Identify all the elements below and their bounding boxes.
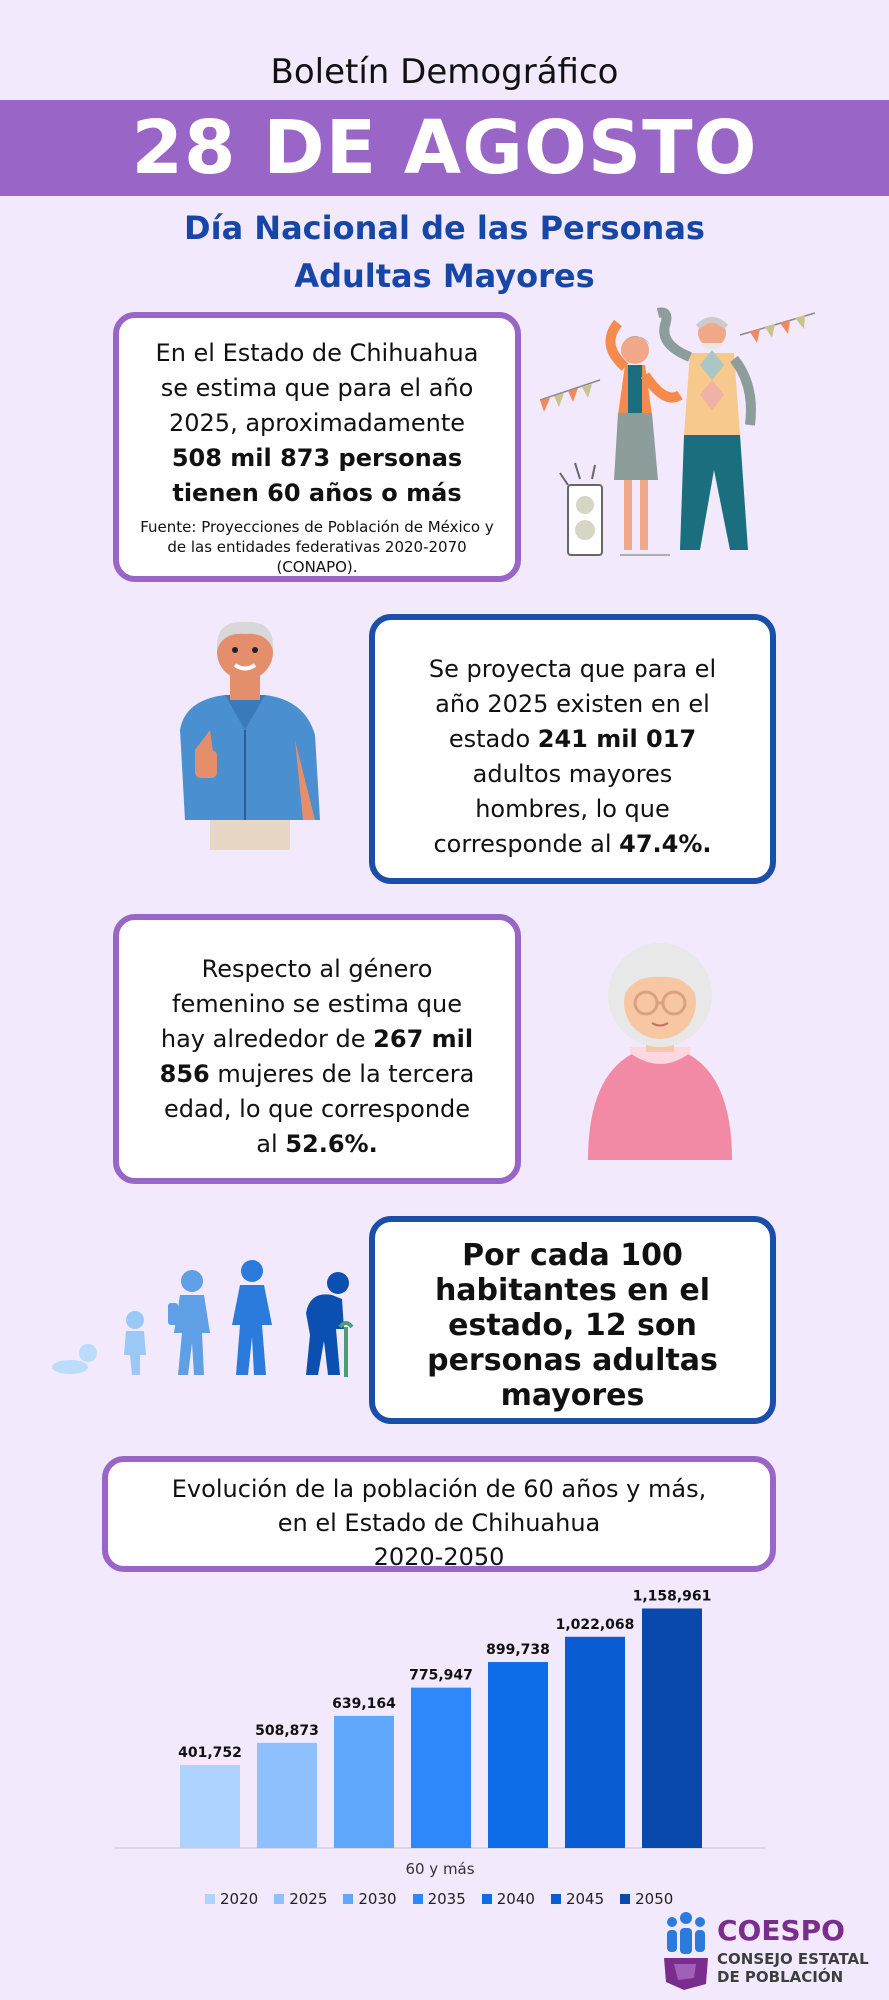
date-text: 28 DE AGOSTO bbox=[131, 105, 758, 191]
card-text-segment: estado bbox=[448, 725, 538, 753]
bar-value-label: 639,164 bbox=[332, 1696, 396, 1712]
bar-value-label: 1,158,961 bbox=[633, 1588, 712, 1604]
info-card-total: En el Estado de Chihuahua se estima que … bbox=[113, 312, 521, 582]
legend-item-2020: 2020 bbox=[205, 1890, 258, 1908]
old-woman-illustration bbox=[588, 943, 732, 1160]
card-text-line: al 52.6%. bbox=[119, 1127, 515, 1162]
chart-title-line-2: en el Estado de Chihuahua bbox=[277, 1509, 601, 1537]
card-text-segment: corresponde al bbox=[433, 830, 620, 858]
subtitle-line-2: Adultas Mayores bbox=[294, 257, 595, 295]
date-banner: 28 DE AGOSTO bbox=[0, 100, 889, 196]
card-text-line: 2025, aproximadamente bbox=[169, 409, 465, 437]
card-text-line: año 2025 existen en el bbox=[435, 690, 710, 718]
legend-swatch bbox=[481, 1894, 492, 1904]
x-axis-label: 60 y más bbox=[405, 1860, 474, 1878]
bar-value-label: 775,947 bbox=[409, 1668, 473, 1684]
bulletin-title: Boletín Demográfico bbox=[270, 52, 619, 92]
info-card-men: Se proyecta que para el año 2025 existen… bbox=[369, 614, 776, 884]
card-text-line: 856 mujeres de la tercera bbox=[119, 1057, 515, 1092]
legend-swatch bbox=[274, 1894, 285, 1904]
card-text-segment: hay alrededor de bbox=[160, 1025, 374, 1053]
bar-2045 bbox=[565, 1636, 625, 1848]
bar-value-label: 1,022,068 bbox=[556, 1617, 635, 1633]
logo-subtitle: CONSEJO ESTATAL DE POBLACIÓN bbox=[717, 1950, 869, 1986]
legend-item-2035: 2035 bbox=[412, 1890, 466, 1908]
legend-label: 2030 bbox=[358, 1890, 397, 1908]
coespo-emblem-icon bbox=[664, 1912, 708, 1990]
chart-legend: 2020 2025 2030 2035 2040 2045 2050 bbox=[205, 1890, 673, 1908]
bar-2025 bbox=[257, 1742, 317, 1848]
card-text-line: femenino se estima que bbox=[172, 990, 462, 1018]
subtitle-line-1: Día Nacional de las Personas bbox=[184, 209, 705, 247]
info-card-ratio: Por cada 100 habitantes en el estado, 12… bbox=[369, 1216, 776, 1424]
legend-swatch bbox=[550, 1894, 561, 1904]
card-text-segment: al bbox=[256, 1130, 286, 1158]
card-text-segment: mujeres de la tercera bbox=[209, 1060, 475, 1088]
card-text-line: hay alrededor de 267 mil bbox=[119, 1022, 515, 1057]
coespo-logo: COESPO CONSEJO ESTATAL DE POBLACIÓN bbox=[660, 1908, 880, 1992]
legend-item-2040: 2040 bbox=[481, 1890, 535, 1908]
legend-label: 2020 bbox=[220, 1890, 259, 1908]
chart-title-line-1: Evolución de la población de 60 años y m… bbox=[171, 1475, 707, 1503]
card-text-line: corresponde al 47.4%. bbox=[375, 827, 770, 862]
legend-label: 2040 bbox=[496, 1890, 535, 1908]
card-text-line: adultos mayores bbox=[472, 760, 673, 788]
bar-2030 bbox=[334, 1715, 394, 1848]
legend-item-2025: 2025 bbox=[274, 1890, 327, 1908]
legend-label: 2045 bbox=[565, 1890, 605, 1908]
men-percent: 47.4%. bbox=[619, 830, 712, 858]
card-text-line: hombres, lo que bbox=[475, 795, 670, 823]
men-count: 241 mil 017 bbox=[537, 725, 697, 753]
legend-swatch bbox=[620, 1894, 631, 1904]
legend-label: 2050 bbox=[635, 1890, 674, 1908]
bar-2050 bbox=[642, 1608, 702, 1848]
legend-label: 2035 bbox=[427, 1890, 466, 1908]
women-percent: 52.6%. bbox=[285, 1130, 378, 1158]
bar-2035 bbox=[411, 1687, 471, 1848]
chart-title-card: Evolución de la población de 60 años y m… bbox=[102, 1456, 776, 1572]
ratio-text: Por cada 100 habitantes en el estado, 12… bbox=[427, 1238, 718, 1413]
legend-swatch bbox=[205, 1894, 215, 1904]
legend-swatch bbox=[343, 1894, 354, 1904]
bar-value-label: 508,873 bbox=[255, 1723, 319, 1739]
chart-title-line-3: 2020-2050 bbox=[373, 1543, 505, 1571]
source-note: Fuente: Proyecciones de Población de Méx… bbox=[140, 518, 494, 576]
bar-value-label: 899,738 bbox=[486, 1642, 550, 1658]
card-text-line: se estima que para el año bbox=[160, 374, 474, 402]
legend-swatch bbox=[412, 1894, 423, 1904]
page-subtitle: Día Nacional de las Personas Adultas May… bbox=[0, 204, 889, 300]
life-stages-illustration bbox=[52, 1260, 354, 1377]
legend-label: 2025 bbox=[289, 1890, 328, 1908]
legend-item-2050: 2050 bbox=[620, 1890, 673, 1908]
logo-subtitle-line-2: DE POBLACIÓN bbox=[717, 1968, 844, 1986]
population-bar-chart: 401,752 508,873 639,164 775,947 899,738 1,022… bbox=[115, 1588, 765, 1878]
card-bold-line: tienen 60 años o más bbox=[172, 479, 462, 507]
card-bold-line: 508 mil 873 personas bbox=[171, 444, 463, 472]
card-text-line: En el Estado de Chihuahua bbox=[155, 339, 479, 367]
old-man-illustration bbox=[180, 621, 320, 850]
logo-name: COESPO bbox=[717, 1914, 845, 1947]
legend-item-2045: 2045 bbox=[550, 1890, 605, 1908]
logo-subtitle-line-1: CONSEJO ESTATAL bbox=[717, 1950, 869, 1968]
card-text-line: Se proyecta que para el bbox=[428, 655, 717, 683]
card-text-line: Respecto al género bbox=[201, 955, 433, 983]
women-count-part1: 267 mil bbox=[373, 1025, 474, 1053]
women-count-part2: 856 bbox=[159, 1060, 210, 1088]
card-text-line: edad, lo que corresponde bbox=[163, 1095, 471, 1123]
bar-2040 bbox=[488, 1662, 548, 1848]
card-text-line: estado 241 mil 017 bbox=[375, 722, 770, 757]
legend-item-2030: 2030 bbox=[343, 1890, 397, 1908]
bar-value-label: 401,752 bbox=[178, 1745, 242, 1761]
dancing-couple-illustration bbox=[540, 307, 816, 556]
info-card-women: Respecto al género femenino se estima qu… bbox=[113, 914, 521, 1184]
bar-2020 bbox=[180, 1764, 240, 1848]
